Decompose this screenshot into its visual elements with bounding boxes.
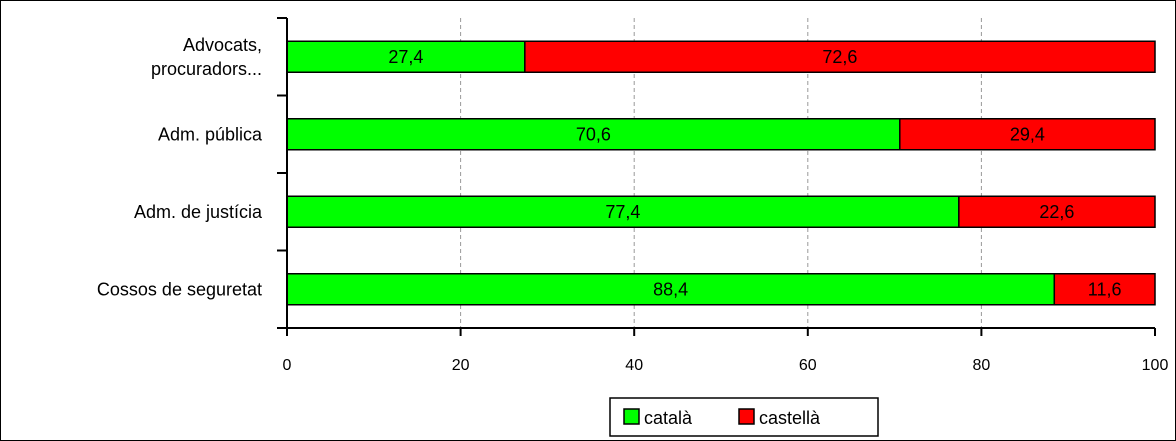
data-label-0-2: 77,4: [605, 202, 640, 222]
legend-swatch-1: [738, 408, 755, 425]
bar-castell-1: [899, 118, 1156, 151]
bars: [286, 40, 1156, 306]
x-tick-label-5: 100: [1142, 357, 1169, 374]
category-label-2-0: Adm. de justícia: [134, 202, 263, 222]
bar-catal-2: [286, 195, 960, 228]
bar-castell-0: [524, 40, 1156, 73]
legend-swatch-0: [623, 408, 640, 425]
data-label-1-0: 72,6: [822, 47, 857, 67]
data-label-0-1: 70,6: [576, 124, 611, 144]
x-tick-label-3: 60: [799, 357, 817, 374]
data-label-0-0: 27,4: [388, 47, 423, 67]
labels: 27,4 72,6 Advocats, procuradors... 70,6 29,4 A…: [97, 35, 1169, 374]
x-tick-label-2: 40: [625, 357, 643, 374]
bar-castell-3: [1053, 273, 1156, 306]
category-label-3-0: Cossos de seguretat: [97, 279, 262, 299]
legend: català castellà: [609, 397, 879, 437]
data-label-1-1: 29,4: [1010, 124, 1045, 144]
x-tick-label-4: 80: [973, 357, 991, 374]
data-label-0-3: 88,4: [653, 279, 688, 299]
category-label-0-0: Advocats,: [183, 35, 262, 55]
data-label-1-3: 11,6: [1088, 279, 1122, 299]
data-label-1-2: 22,6: [1039, 202, 1074, 222]
x-tick-label-0: 0: [283, 357, 292, 374]
bar-castell-2: [958, 195, 1156, 228]
category-label-1-0: Adm. pública: [158, 124, 263, 144]
bar-catal-1: [286, 118, 901, 151]
category-label-0-1: procuradors...: [151, 59, 262, 79]
x-tick-label-1: 20: [452, 357, 470, 374]
legend-label-0: català: [644, 408, 693, 428]
axes: [277, 17, 1156, 336]
legend-label-1: castellà: [759, 408, 821, 428]
